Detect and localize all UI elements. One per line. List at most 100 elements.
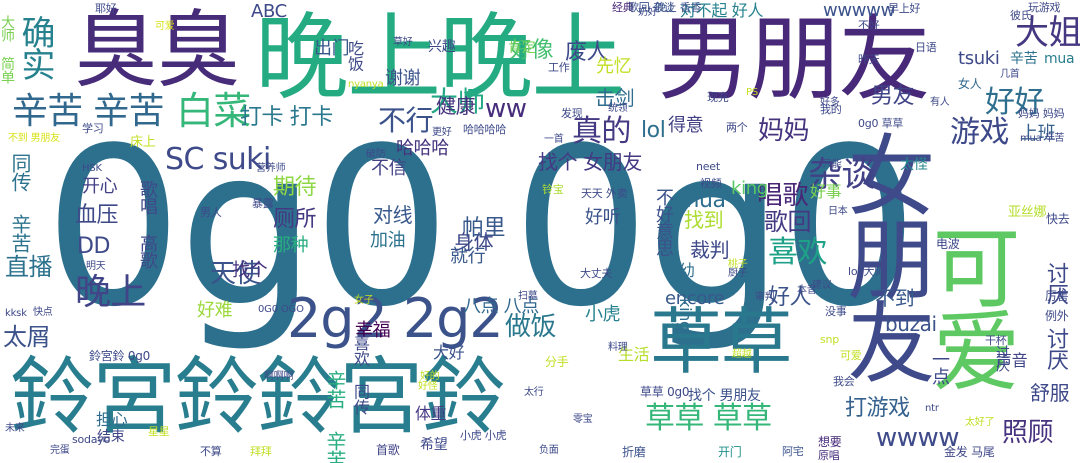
cloud-word: neet — [696, 160, 720, 173]
cloud-word: 可爱 — [918, 222, 1021, 390]
cloud-word: 学习 — [82, 122, 104, 135]
cloud-word: 确实 — [15, 15, 55, 80]
cloud-word: 歌唱 高歌 — [137, 180, 158, 269]
cloud-word: 哈哈哈哈 — [463, 123, 507, 136]
cloud-word: 辛苦 — [1010, 51, 1038, 67]
cloud-word: 工作 — [548, 61, 570, 74]
cloud-word: 生活 — [618, 345, 650, 364]
cloud-word: 干杯 — [985, 334, 1007, 347]
cloud-word: 幼儿 king — [676, 262, 695, 331]
cloud-word: 不到 男朋友 — [8, 133, 60, 144]
cloud-word: 帕里 — [462, 216, 506, 241]
cloud-word: DD — [77, 234, 111, 259]
cloud-word: 晚上 香香 — [655, 1, 702, 14]
cloud-word: 我会 — [833, 375, 855, 388]
cloud-word: 不好意思 — [653, 188, 674, 257]
cloud-word: lol — [641, 118, 666, 143]
cloud-word: 折磨 — [622, 445, 646, 459]
cloud-word: 找到 — [684, 208, 724, 232]
cloud-word: 谢谢 — [385, 68, 421, 89]
cloud-word: 击剑 — [595, 86, 635, 110]
cloud-word: 经典 — [612, 1, 634, 14]
cloud-word: 统领 — [608, 103, 628, 114]
cloud-word: 审判 — [755, 292, 775, 303]
cloud-word: 有人 — [930, 97, 950, 108]
cloud-word: 担心 — [96, 410, 128, 429]
cloud-word: 0g0 草草 — [858, 117, 904, 130]
cloud-word: mua 辛苦 — [1020, 133, 1065, 144]
cloud-word: 不行 — [378, 104, 433, 137]
cloud-word: 电波 — [936, 237, 960, 251]
cloud-word: king — [731, 178, 768, 199]
cloud-word: 现充 — [707, 91, 729, 104]
cloud-word: 找个 女朋友 — [538, 150, 642, 174]
cloud-word: 床上 — [130, 135, 156, 150]
cloud-word: mua — [678, 188, 726, 213]
cloud-word: 对线 — [373, 203, 413, 227]
cloud-word: tsuki — [958, 48, 1000, 69]
cloud-word: 喜欢 同传 — [351, 335, 370, 415]
cloud-word: buzai — [885, 312, 937, 336]
cloud-word: 好听 — [585, 207, 621, 228]
cloud-word: 幸福 — [355, 320, 391, 341]
cloud-word: 舒服 — [1030, 381, 1070, 405]
cloud-word: 血压 — [75, 203, 119, 228]
cloud-word: 男人 — [200, 206, 222, 219]
cloud-word: 加油 — [370, 230, 406, 251]
cloud-word: 女子 — [354, 295, 374, 306]
cloud-word: sodayo — [72, 433, 111, 446]
cloud-word: 大师 — [430, 85, 485, 118]
cloud-word: 分手 — [545, 355, 569, 369]
cloud-word: 厨子 — [728, 268, 748, 279]
cloud-word: 对不起 好人 — [680, 1, 764, 20]
cloud-word: 可爱 — [840, 349, 862, 362]
cloud-word: 辛苦 辛苦 — [323, 370, 347, 463]
cloud-word: 真的 — [572, 114, 631, 149]
cloud-word: 两个 — [726, 121, 748, 134]
cloud-word: 出门 — [314, 38, 350, 59]
cloud-word: 吃饭 — [345, 40, 364, 71]
cloud-word: 日本 — [828, 206, 848, 217]
cloud-word: lol 大师 — [848, 265, 886, 278]
cloud-word: 好像 — [510, 38, 554, 63]
cloud-word: 首歌 — [376, 443, 400, 457]
cloud-word: 早上好 — [888, 2, 921, 15]
cloud-word: 只能 — [822, 159, 842, 170]
cloud-word: 好怪 — [418, 381, 438, 392]
cloud-word: 好事 — [810, 182, 842, 201]
cloud-word: 可爱 — [155, 21, 175, 32]
cloud-word: 唱歌 — [757, 181, 808, 211]
cloud-word: 健康 — [436, 94, 476, 118]
cloud-word: 天天 外卖 — [581, 187, 628, 200]
cloud-word: 希望 — [420, 437, 448, 453]
cloud-word: 声音 — [996, 351, 1028, 370]
cloud-word: 体重 — [415, 404, 447, 423]
cloud-word: 游戏 — [950, 115, 1009, 150]
cloud-word: 明天 — [86, 261, 106, 272]
cloud-word: 照顾 — [1002, 418, 1053, 448]
cloud-word: 厕所 — [273, 207, 317, 232]
cloud-word: 同传 辛苦 — [8, 153, 32, 252]
cloud-word: 开门 — [718, 445, 742, 459]
cloud-word: 草草 0g0 — [640, 385, 690, 399]
cloud-word: mua — [1044, 51, 1075, 67]
cloud-word: 太行 — [524, 387, 544, 398]
cloud-word: 原唱 — [818, 449, 840, 462]
cloud-word: 几首 — [1000, 69, 1020, 80]
cloud-word: 一首 — [544, 134, 564, 145]
cloud-word: 臭臭 — [74, 1, 240, 99]
cloud-word: 身体 — [454, 230, 494, 254]
cloud-word: 歌回 杂谈 — [628, 1, 675, 14]
cloud-word: 过厌 — [994, 345, 1010, 372]
cloud-word: 草好 — [393, 37, 413, 48]
cloud-word: 拜拜 — [250, 445, 272, 458]
cloud-word: 大好 — [433, 343, 465, 362]
cloud-word: 昨天 — [858, 53, 880, 66]
cloud-word: 大师 简单 — [0, 15, 15, 84]
cloud-word: 晚上晚上 — [255, 4, 625, 113]
cloud-word: 超越 — [732, 349, 752, 360]
cloud-word: 男友 — [871, 84, 915, 109]
cloud-word: 废人 — [565, 40, 609, 65]
cloud-word: 大姐 — [1015, 13, 1080, 53]
